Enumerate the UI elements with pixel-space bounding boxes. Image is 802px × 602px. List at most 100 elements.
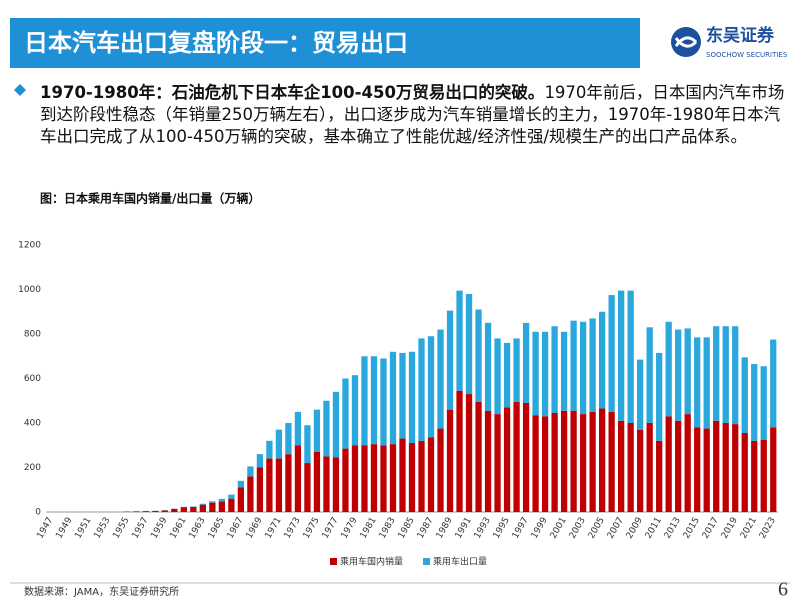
bar-segment	[199, 503, 206, 505]
bar-segment	[598, 311, 606, 409]
slide-title: 日本汽车出口复盘阶段一：贸易出口	[24, 29, 408, 57]
bar-segment	[703, 428, 710, 512]
bar-segment	[722, 326, 729, 423]
bar-segment	[475, 309, 482, 402]
x-tick-label: 1955	[111, 516, 131, 541]
bar-segment	[541, 416, 549, 512]
bar-segment	[646, 423, 653, 512]
bar-segment	[247, 476, 254, 512]
legend-swatch	[330, 558, 337, 565]
x-tick-label: 1983	[378, 516, 398, 541]
x-tick-label: 2001	[549, 516, 569, 541]
bar-segment	[446, 409, 454, 512]
bar-segment	[427, 336, 435, 438]
bar-segment	[760, 366, 767, 440]
paragraph-body: 1970年前后，日本国内汽车市场到达阶段性稳态（年销量250万辆左右），出口逐步…	[40, 83, 785, 146]
bar-segment	[228, 498, 235, 512]
x-tick-label: 1993	[473, 516, 493, 541]
x-tick-label: 2005	[587, 516, 607, 541]
bar-segment	[437, 329, 444, 429]
bar-segment	[551, 326, 558, 413]
bar-segment	[332, 391, 340, 458]
bar-segment	[209, 501, 216, 503]
bar-segment	[418, 338, 425, 441]
bar-segment	[656, 352, 663, 441]
x-tick-label: 1953	[92, 516, 112, 541]
bar-segment	[503, 342, 511, 408]
bar-segment	[484, 410, 492, 512]
x-tick-label: 1963	[188, 516, 208, 541]
y-tick-label: 0	[35, 508, 41, 518]
bar-segment	[370, 356, 378, 445]
bar-segment	[218, 498, 226, 502]
bar-segment	[570, 320, 577, 411]
bar-segment	[637, 429, 644, 512]
bar-segment	[665, 321, 672, 417]
bar-segment	[541, 331, 549, 417]
chart-title: 图：日本乘用车国内销量/出口量（万辆）	[40, 191, 260, 206]
bar-segment	[732, 424, 739, 512]
bar-segment	[437, 428, 444, 512]
bar-segment	[608, 295, 615, 412]
logo: 东吴证券 SOOCHOW SECURITIES	[671, 25, 788, 59]
bar-segment	[741, 357, 748, 434]
bar-segment	[598, 408, 606, 512]
x-tick-label: 2003	[568, 516, 588, 541]
x-tick-label: 1959	[149, 516, 169, 541]
bar-segment	[418, 440, 425, 512]
bar-segment	[323, 456, 330, 512]
x-tick-label: 1965	[207, 516, 227, 541]
bar-segment	[522, 402, 530, 512]
page-number: 6	[778, 579, 788, 601]
x-tick-label: 1973	[283, 516, 303, 541]
bar-segment	[618, 420, 625, 512]
bar-segment	[579, 321, 587, 415]
bar-segment	[551, 412, 558, 512]
bar-segment	[703, 337, 710, 429]
paragraph-bold: 1970-1980年：石油危机下日本车企100-450万贸易出口的突破。	[40, 83, 545, 102]
bar-segment	[465, 394, 473, 512]
legend-label: 乘用车国内销量	[340, 556, 403, 568]
bar-segment	[646, 327, 653, 423]
logo-en: SOOCHOW SECURITIES	[706, 51, 788, 59]
bar-segment	[475, 401, 482, 512]
bar-segment	[732, 326, 739, 425]
bar-segment	[684, 328, 691, 415]
bar-segment	[675, 329, 682, 421]
x-tick-label: 1987	[416, 516, 436, 541]
x-tick-label: 2011	[644, 516, 664, 541]
bar-segment	[351, 445, 359, 512]
y-tick-label: 600	[24, 374, 41, 384]
bar-segment	[313, 451, 321, 512]
x-tick-label: 1985	[397, 516, 417, 541]
bar-segment	[408, 443, 416, 512]
bar-segment	[694, 427, 701, 512]
x-tick-label: 1949	[54, 516, 74, 541]
x-tick-label: 1979	[340, 516, 360, 541]
bar-segment	[579, 414, 587, 512]
bar-segment	[247, 466, 254, 477]
bar-segment	[237, 480, 245, 488]
x-tick-label: 1957	[130, 516, 150, 541]
x-tick-label: 1947	[35, 516, 55, 541]
y-tick-label: 1200	[18, 241, 41, 251]
bar-segment	[494, 338, 501, 415]
bar-segment	[637, 359, 644, 430]
bar-segment	[456, 390, 463, 512]
bar-segment	[285, 454, 292, 512]
bar-segment	[408, 351, 416, 444]
bar-segment	[532, 415, 539, 512]
x-tick-label: 1975	[302, 516, 322, 541]
bar-segment	[770, 339, 777, 428]
x-tick-label: 1951	[73, 516, 93, 541]
bar-segment	[513, 401, 520, 512]
source: 数据来源：JAMA，东吴证券研究所	[24, 585, 179, 598]
x-tick-label: 2015	[682, 516, 702, 541]
bar-segment	[199, 504, 206, 512]
bar-segment	[370, 444, 378, 512]
x-tick-label: 1999	[530, 516, 550, 541]
x-tick-label: 2007	[606, 516, 626, 541]
x-tick-label: 2021	[739, 516, 759, 541]
